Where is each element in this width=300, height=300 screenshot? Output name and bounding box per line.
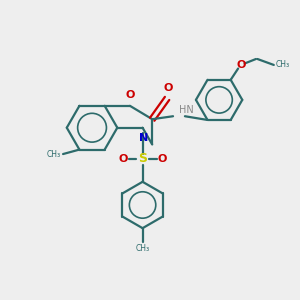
- Text: S: S: [138, 152, 147, 165]
- Text: O: O: [126, 91, 135, 100]
- Text: HN: HN: [179, 105, 194, 115]
- Text: CH₃: CH₃: [47, 150, 61, 159]
- Text: O: O: [157, 154, 167, 164]
- Text: O: O: [118, 154, 128, 164]
- Text: CH₃: CH₃: [275, 60, 290, 69]
- Text: CH₃: CH₃: [136, 244, 150, 253]
- Text: N: N: [140, 133, 149, 143]
- Text: O: O: [236, 60, 246, 70]
- Text: O: O: [164, 83, 173, 93]
